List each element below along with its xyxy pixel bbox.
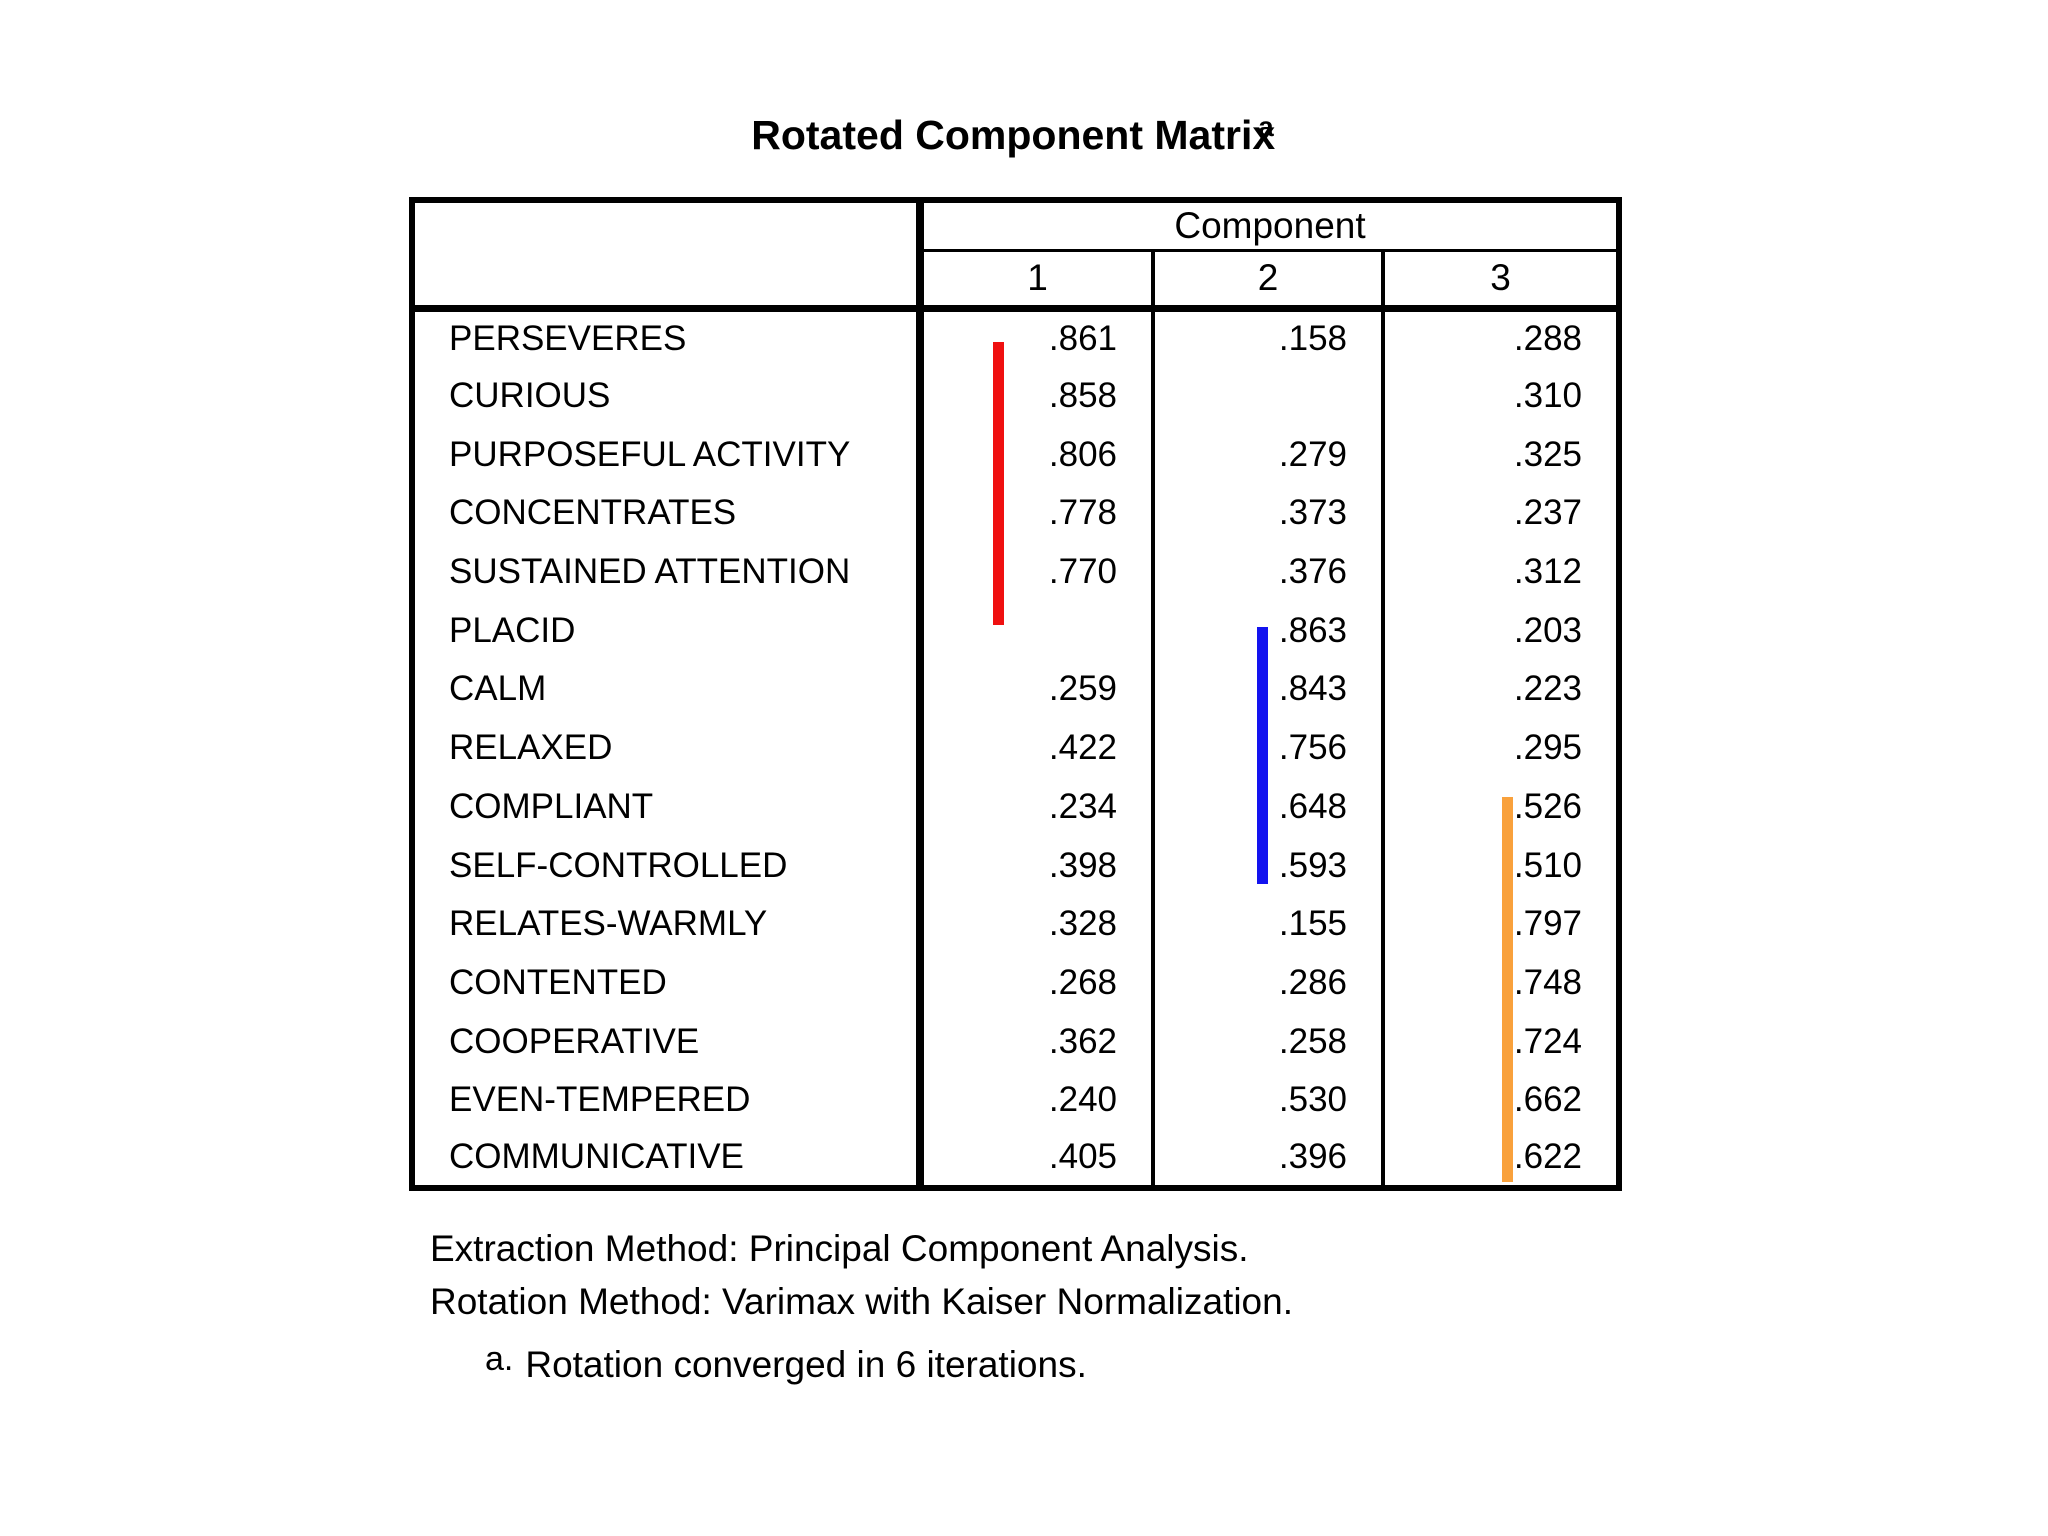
table-row: RELATES-WARMLY .328 .155 .797 (412, 894, 1619, 954)
loading-value: .325 (1381, 425, 1619, 485)
row-label: EVEN-TEMPERED (412, 1070, 924, 1130)
loading-value: .203 (1381, 601, 1619, 661)
loading-value: .398 (1048, 845, 1117, 885)
table-row: SELF-CONTROLLED .398 .593 .510 (412, 836, 1619, 895)
loading-value (1151, 366, 1383, 426)
column-header-1: 1 (920, 250, 1153, 312)
rotation-method-note: Rotation Method: Varimax with Kaiser Nor… (430, 1281, 1293, 1322)
header-group-row: Component (412, 200, 1619, 312)
loading-value: .858 (1048, 376, 1117, 416)
row-label: SUSTAINED ATTENTION (412, 542, 924, 602)
row-label: COMPLIANT (412, 777, 924, 837)
table-row: SUSTAINED ATTENTION .770 .376 .312 (412, 542, 1619, 602)
loading-value: .312 (1381, 542, 1619, 602)
loading-value: .288 (1381, 308, 1619, 367)
table-row: CALM .259 .843 .223 (412, 660, 1619, 719)
loading-value: .328 (1048, 904, 1117, 944)
footnote-a-marker: a. (485, 1340, 514, 1378)
table-row: PLACID .863 .203 (412, 601, 1619, 661)
loading-value: .593 (1151, 836, 1383, 895)
table-row: PURPOSEFUL ACTIVITY .806 .279 .325 (412, 425, 1619, 485)
footnote-a-text: Rotation converged in 6 iterations. (525, 1344, 1087, 1385)
loading-value: .376 (1151, 542, 1383, 602)
table-row: CONTENTED .268 .286 .748 (412, 953, 1619, 1013)
table-row: COMPLIANT .234 .648 .526 (412, 777, 1619, 837)
loading-value: .770 (1048, 552, 1117, 592)
component-1-highlight-bar (993, 342, 1004, 625)
row-label: RELAXED (412, 718, 924, 778)
loading-value: .155 (1151, 894, 1383, 954)
loading-value: .373 (1151, 484, 1383, 543)
loading-value: .237 (1381, 484, 1619, 543)
rotated-component-matrix-table: Component 1 2 3 PERSEVERES .861 .158 .28… (409, 197, 1622, 1192)
loading-value: .422 (1048, 728, 1117, 768)
loading-value: .158 (1151, 308, 1383, 367)
row-label: COMMUNICATIVE (412, 1129, 924, 1189)
loading-value: .724 (1381, 1012, 1619, 1071)
component-group-header: Component (920, 200, 1619, 252)
table-row: CONCENTRATES .778 .373 .237 (412, 484, 1619, 543)
loading-value (920, 601, 1153, 660)
loading-value: .797 (1381, 894, 1619, 954)
loading-value: .748 (1381, 953, 1619, 1013)
row-label: COOPERATIVE (412, 1012, 924, 1071)
loading-value: .405 (1048, 1137, 1117, 1177)
row-label: SELF-CONTROLLED (412, 836, 924, 895)
loading-value: .863 (1151, 601, 1383, 661)
loading-value: .806 (1048, 434, 1117, 474)
table-title: Rotated Component Matrixa (409, 111, 1616, 159)
table-title-text: Rotated Component Matrix (751, 112, 1276, 158)
table-row: CURIOUS .858 .310 (412, 366, 1619, 426)
table-row: COMMUNICATIVE .405 .396 .622 (412, 1129, 1619, 1189)
loading-value: .286 (1151, 953, 1383, 1013)
loading-value: .259 (1048, 669, 1117, 709)
loading-value: .234 (1048, 786, 1117, 826)
row-label: PLACID (412, 601, 924, 661)
loading-value: .526 (1381, 777, 1619, 837)
row-label: CALM (412, 660, 924, 719)
loading-value: .396 (1151, 1129, 1383, 1189)
loading-value: .279 (1151, 425, 1383, 485)
table-title-footnote-marker: a (1258, 111, 1274, 142)
extraction-method-note: Extraction Method: Principal Component A… (430, 1228, 1249, 1269)
loading-value: .861 (1048, 319, 1117, 359)
table-row: COOPERATIVE .362 .258 .724 (412, 1012, 1619, 1071)
stub-header-cell (412, 200, 924, 312)
row-label: CURIOUS (412, 366, 924, 426)
header-columns-row: 1 2 3 (412, 250, 1619, 312)
component-2-highlight-bar (1257, 627, 1268, 884)
table-row: RELAXED .422 .756 .295 (412, 718, 1619, 778)
loading-value: .622 (1381, 1129, 1619, 1189)
loading-value: .362 (1048, 1021, 1117, 1061)
loading-value: .310 (1381, 366, 1619, 426)
table-row: EVEN-TEMPERED .240 .530 .662 (412, 1070, 1619, 1130)
loading-value: .223 (1381, 660, 1619, 719)
table-row: PERSEVERES .861 .158 .288 (412, 308, 1619, 367)
loading-value: .510 (1381, 836, 1619, 895)
column-header-2: 2 (1151, 250, 1383, 312)
row-label: CONTENTED (412, 953, 924, 1013)
loading-value: .662 (1381, 1070, 1619, 1130)
row-label: CONCENTRATES (412, 484, 924, 543)
loading-value: .268 (1048, 962, 1117, 1002)
table-caption-notes: Extraction Method: Principal Component A… (430, 1222, 1293, 1328)
loading-value: .778 (1048, 493, 1117, 533)
matrix-table: Component 1 2 3 PERSEVERES .861 .158 .28… (409, 197, 1622, 1192)
loading-value: .295 (1381, 718, 1619, 778)
loading-value: .240 (1048, 1080, 1117, 1120)
column-header-3: 3 (1381, 250, 1619, 312)
loading-value: .843 (1151, 660, 1383, 719)
footnote-a: a. Rotation converged in 6 iterations. (430, 1340, 1087, 1386)
loading-value: .530 (1151, 1070, 1383, 1130)
loading-value: .648 (1151, 777, 1383, 837)
component-3-highlight-bar (1502, 797, 1513, 1182)
loading-value: .258 (1151, 1012, 1383, 1071)
row-label: PURPOSEFUL ACTIVITY (412, 425, 924, 485)
row-label: RELATES-WARMLY (412, 894, 924, 954)
row-label: PERSEVERES (412, 308, 924, 367)
loading-value: .756 (1151, 718, 1383, 778)
